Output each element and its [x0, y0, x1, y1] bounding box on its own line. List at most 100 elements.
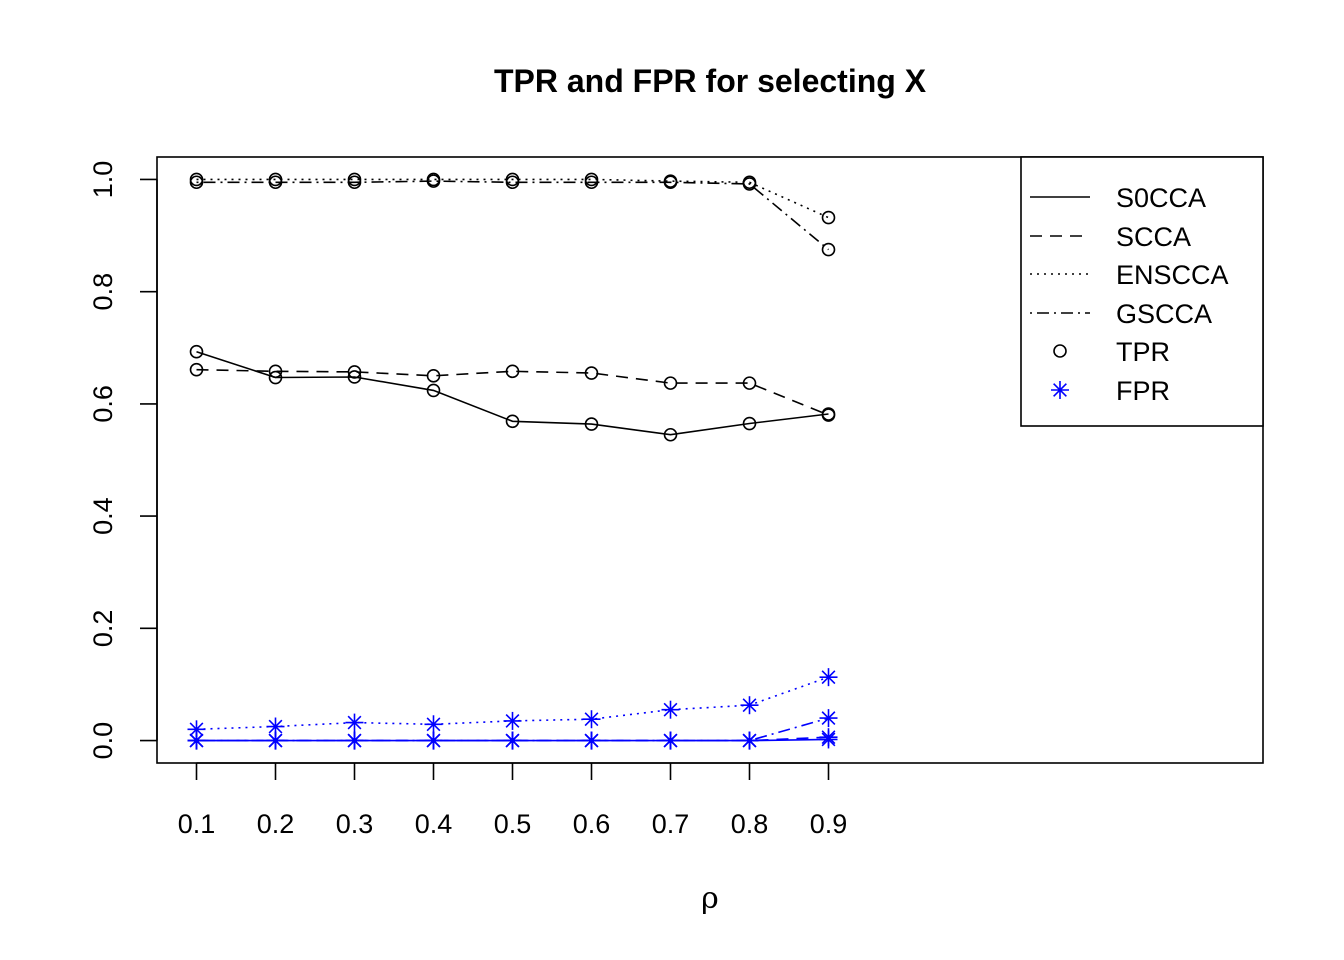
data-point-fpr — [582, 710, 601, 729]
series-s0cca-tpr — [189, 344, 836, 442]
data-point-tpr — [189, 344, 204, 359]
x-axis-label: ρ — [701, 881, 719, 916]
y-tick-label: 0.8 — [88, 273, 118, 311]
legend-label-gscca: GSCCA — [1116, 299, 1212, 329]
asterisk-stroke — [347, 733, 362, 748]
data-point-fpr — [345, 713, 364, 732]
series-scca-tpr — [189, 362, 836, 422]
data-point-fpr — [819, 728, 838, 747]
asterisk-stroke — [268, 719, 283, 734]
x-tick-label: 0.9 — [810, 809, 848, 839]
data-point-fpr — [661, 731, 680, 750]
y-tick-label: 0.4 — [88, 497, 118, 535]
data-point-tpr — [347, 175, 362, 190]
data-point-fpr — [266, 731, 285, 750]
asterisk-stroke — [821, 730, 836, 745]
x-tick-label: 0.3 — [336, 809, 374, 839]
data-point-tpr — [189, 362, 204, 377]
legend-box — [1020, 156, 1264, 427]
asterisk-stroke — [347, 715, 362, 730]
series-enscca-tpr — [189, 172, 836, 225]
data-point-tpr — [821, 242, 836, 257]
asterisk-stroke — [742, 733, 757, 748]
x-tick-label: 0.2 — [257, 809, 295, 839]
data-point-fpr — [503, 731, 522, 750]
legend-marker-tpr — [1053, 344, 1067, 358]
data-point-tpr — [347, 365, 362, 379]
asterisk-stroke — [426, 733, 441, 748]
data-point-fpr — [424, 731, 443, 750]
data-point-fpr — [740, 731, 759, 750]
legend-label-scca: SCCA — [1116, 222, 1191, 252]
data-point-tpr — [268, 175, 283, 190]
legend-label-s0cca: S0CCA — [1116, 183, 1206, 213]
data-point-tpr — [663, 427, 678, 442]
x-tick-label: 0.4 — [415, 809, 453, 839]
asterisk-stroke — [821, 711, 836, 726]
legend-marker-fpr — [1051, 381, 1069, 399]
x-tick-label: 0.8 — [731, 809, 769, 839]
series-line-s0cca-tpr — [196, 350, 829, 436]
data-point-fpr — [582, 731, 601, 750]
data-point-tpr — [268, 370, 283, 385]
data-point-tpr — [821, 210, 836, 225]
data-point-fpr — [819, 709, 838, 728]
y-tick-label: 1.0 — [88, 161, 118, 199]
series-line-gscca-fpr — [196, 717, 829, 742]
series-line-scca-tpr — [196, 368, 829, 416]
data-point-fpr — [345, 731, 364, 750]
asterisk-stroke — [584, 712, 599, 727]
data-point-tpr — [584, 366, 599, 380]
series-line-enscca-tpr — [196, 178, 829, 219]
asterisk-stroke — [268, 733, 283, 748]
data-point-tpr — [426, 174, 441, 188]
x-tick-label: 0.1 — [178, 809, 216, 839]
y-axis: 0.0 0.2 0.4 0.6 0.8 1.0 — [88, 161, 158, 760]
asterisk-stroke — [821, 670, 836, 685]
chart-title: TPR and FPR for selecting X — [494, 63, 927, 99]
series-gscca-tpr — [189, 174, 836, 257]
data-point-tpr — [584, 175, 599, 190]
x-tick-label: 0.5 — [494, 809, 532, 839]
y-tick-label: 0.6 — [88, 385, 118, 423]
data-point-fpr — [661, 700, 680, 719]
x-tick-label: 0.7 — [652, 809, 690, 839]
data-point-tpr — [584, 417, 599, 431]
data-point-tpr — [663, 175, 678, 190]
asterisk-stroke — [189, 722, 204, 737]
data-point-fpr — [740, 696, 759, 715]
data-point-tpr — [426, 383, 441, 398]
data-point-tpr — [742, 416, 757, 431]
x-tick-label: 0.6 — [573, 809, 611, 839]
asterisk-stroke — [426, 717, 441, 732]
legend-label-fpr: FPR — [1116, 376, 1170, 406]
data-point-tpr — [426, 369, 441, 383]
series-gscca-fpr — [187, 709, 838, 750]
data-point-tpr — [821, 408, 836, 422]
data-point-tpr — [505, 364, 520, 379]
asterisk-stroke — [189, 733, 204, 748]
data-point-fpr — [187, 731, 206, 750]
series-line-gscca-tpr — [196, 180, 830, 251]
series-enscca-fpr — [187, 668, 838, 739]
data-point-fpr — [424, 715, 443, 734]
series-layer — [187, 172, 838, 750]
data-point-tpr — [505, 175, 520, 190]
asterisk-stroke — [742, 698, 757, 713]
asterisk-stroke — [505, 733, 520, 748]
data-point-tpr — [189, 175, 204, 190]
y-tick-label: 0.0 — [88, 722, 118, 760]
asterisk-stroke — [663, 733, 678, 748]
data-point-tpr — [742, 376, 757, 390]
data-point-fpr — [503, 711, 522, 730]
y-tick-label: 0.2 — [88, 610, 118, 648]
data-point-tpr — [663, 376, 678, 390]
data-point-fpr — [819, 668, 838, 687]
data-point-tpr — [505, 414, 520, 429]
asterisk-stroke — [505, 713, 520, 728]
asterisk-stroke — [1053, 383, 1067, 397]
legend: S0CCA SCCA ENSCCA GSCCA TPR FPR — [1020, 156, 1264, 427]
legend-label-tpr: TPR — [1116, 337, 1170, 367]
asterisk-stroke — [663, 702, 678, 717]
